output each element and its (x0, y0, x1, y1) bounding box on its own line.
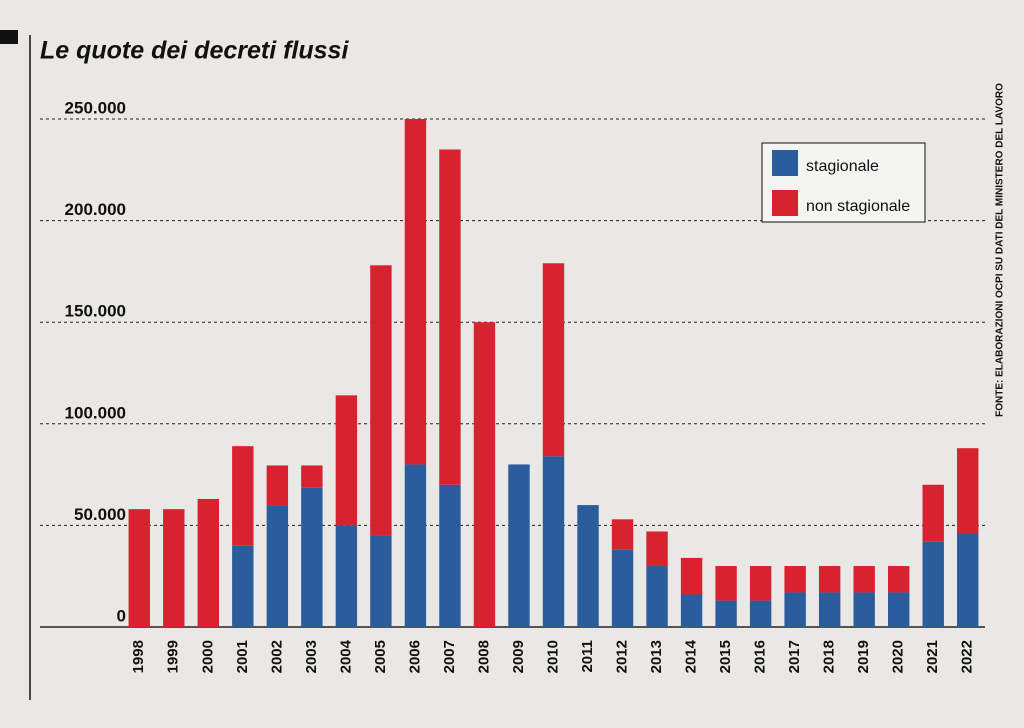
x-tick-label: 2002 (268, 640, 285, 673)
bar-segment (301, 487, 323, 627)
bar-segment (335, 525, 358, 627)
bar-segment (439, 149, 461, 485)
bar-segment (922, 541, 944, 627)
y-tick-label: 0 (117, 606, 126, 625)
bar-segment (404, 464, 427, 627)
bar-segment (957, 448, 979, 534)
bar-segment (439, 484, 461, 627)
bar-segment (508, 464, 530, 627)
y-tick-label: 150.000 (65, 302, 126, 321)
bar-segment (749, 566, 772, 601)
bar-segment (128, 509, 150, 627)
bar-segment (646, 531, 668, 567)
x-tick-label: 1998 (130, 640, 147, 673)
x-tick-label: 2020 (890, 640, 907, 673)
bar-segment (887, 566, 910, 593)
bar-segment (232, 446, 254, 546)
x-tick-label: 2006 (406, 640, 423, 673)
chart-title: Le quote dei decreti flussi (40, 37, 349, 65)
bar-segment (784, 566, 806, 593)
bar-segment (715, 600, 737, 627)
y-tick-label: 200.000 (65, 200, 126, 219)
x-tick-label: 2022 (959, 640, 976, 673)
bar-segment (266, 505, 289, 627)
bar-segment (853, 592, 875, 627)
x-tick-label: 2010 (544, 640, 561, 673)
bar-segment (922, 484, 944, 542)
bar-segment (680, 557, 703, 595)
bar-segment (370, 535, 392, 627)
bar-segment (542, 263, 565, 457)
x-tick-label: 2017 (786, 640, 803, 673)
x-tick-label: 1999 (165, 640, 182, 673)
legend-swatch (772, 150, 798, 176)
bar-segment (611, 549, 634, 627)
x-tick-label: 2001 (234, 640, 251, 673)
x-tick-label: 2014 (683, 639, 700, 673)
bar-segment (370, 265, 392, 536)
x-tick-label: 2004 (337, 639, 354, 673)
x-tick-label: 2015 (717, 640, 734, 673)
bar-segment (646, 566, 668, 627)
bar-segment (784, 592, 806, 627)
x-tick-label: 2003 (303, 640, 320, 673)
bar-segment (680, 594, 703, 627)
bar-segment (957, 533, 979, 627)
bar-segment (163, 509, 185, 627)
title-marker (0, 30, 18, 44)
bar-segment (232, 545, 254, 627)
x-tick-label: 2008 (475, 640, 492, 673)
bar-segment (611, 519, 634, 550)
source-note: FONTE: ELABORAZIONI OCPI SU DATI DEL MIN… (995, 83, 1006, 417)
x-tick-label: 2007 (441, 640, 458, 673)
x-tick-label: 2019 (855, 640, 872, 673)
bar-segment (197, 498, 220, 627)
x-tick-label: 2005 (372, 640, 389, 673)
x-tick-label: 2009 (510, 640, 527, 673)
bar-segment (818, 592, 841, 627)
x-tick-label: 2011 (579, 640, 596, 673)
bar-segment (749, 600, 772, 627)
bar-segment (715, 566, 737, 601)
bar-segment (887, 592, 910, 627)
x-tick-label: 2013 (648, 640, 665, 673)
y-tick-label: 100.000 (65, 403, 126, 422)
bar-segment (404, 119, 427, 465)
bar-segment (853, 566, 875, 593)
bar-segment (818, 566, 841, 593)
x-tick-label: 2000 (199, 640, 216, 673)
bar-segment (266, 465, 289, 506)
legend-label: stagionale (806, 158, 879, 175)
legend-label: non stagionale (806, 198, 910, 215)
y-tick-label: 50.000 (74, 505, 126, 524)
bar-segment (335, 395, 358, 526)
x-tick-label: 2018 (821, 640, 838, 673)
legend-swatch (772, 190, 798, 216)
x-tick-label: 2012 (614, 640, 631, 673)
bar-segment (542, 456, 565, 627)
bar-segment (301, 465, 323, 488)
bar-segment (473, 322, 496, 627)
x-tick-label: 2021 (924, 640, 941, 673)
x-tick-label: 2016 (752, 640, 769, 673)
bar-segment (577, 505, 599, 627)
y-tick-label: 250.000 (65, 98, 126, 117)
